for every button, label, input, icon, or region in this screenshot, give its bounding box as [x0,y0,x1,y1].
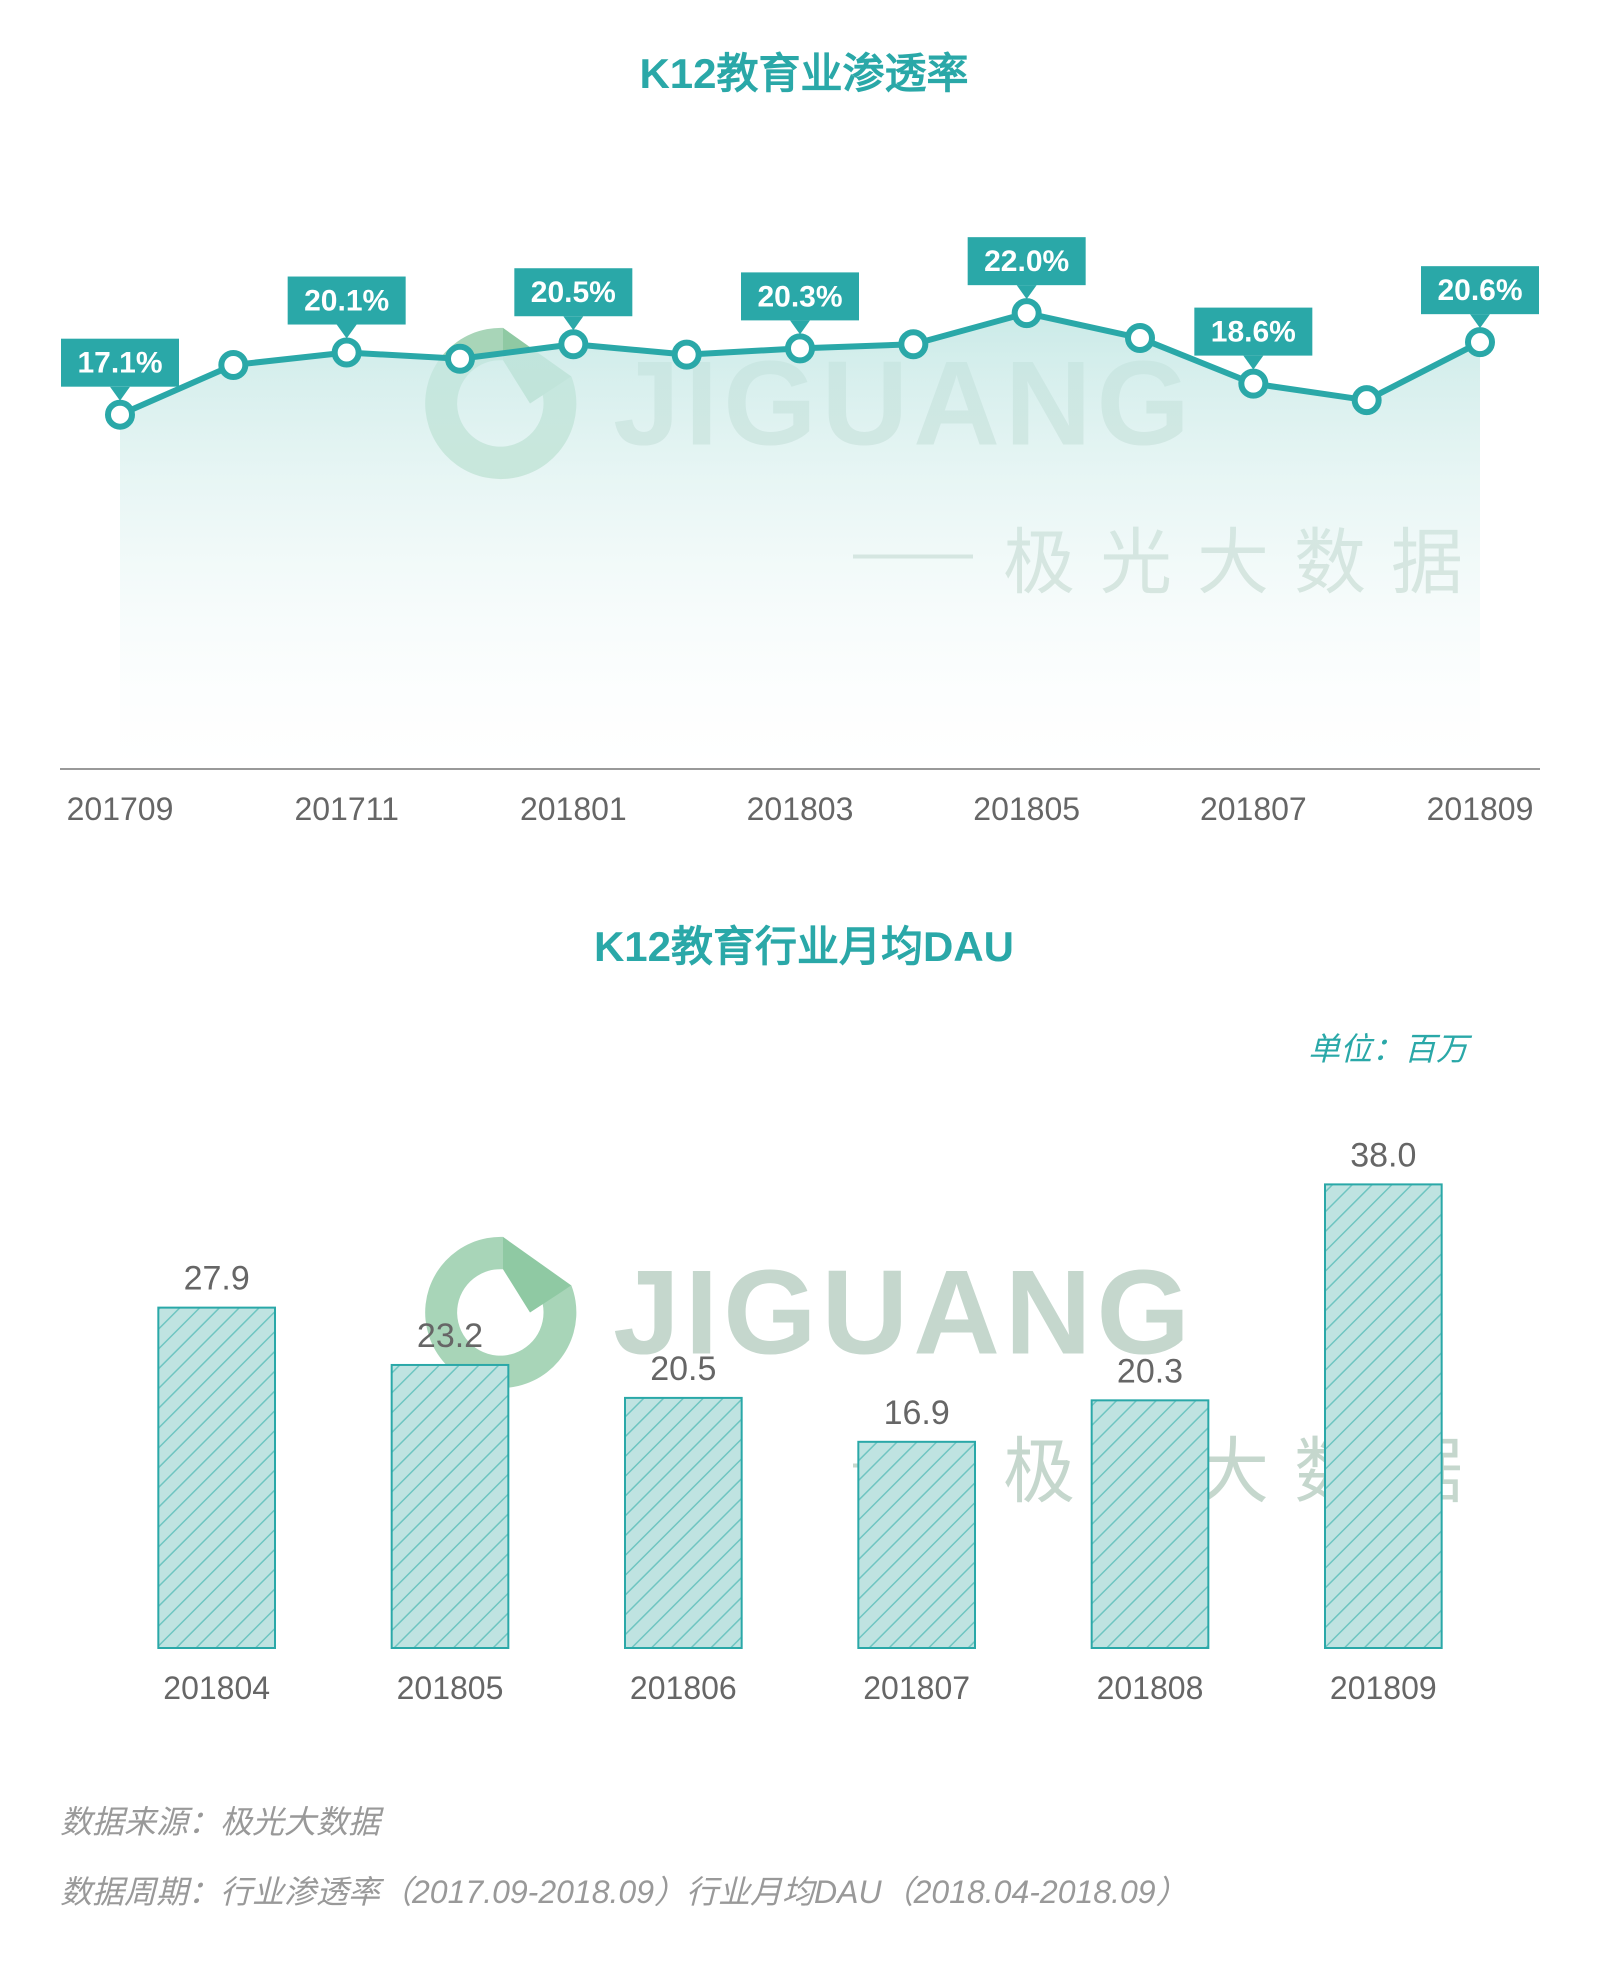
dau-unit: 单位：百万 [60,1024,1548,1070]
dau-x-labels: 201804201805201806201807201808201809 [60,1670,1540,1707]
svg-text:20.6%: 20.6% [1437,274,1522,307]
penetration-chart-block: K12教育业渗透率 JIGUANG 极光大数据 17.1%20.1%20.5%2… [60,40,1548,833]
x-tick-label: 201709 [67,791,174,828]
svg-text:20.1%: 20.1% [304,285,389,318]
x-tick-label: 201808 [1033,1670,1266,1707]
svg-text:17.1%: 17.1% [77,347,162,380]
penetration-line-chart: 17.1% 20.1% 20.5% 20.3% 22.0% 18.6% 20.6% [60,151,1540,771]
penetration-x-labels: 201709 201711 201801 201803 201805 201807 2018… [60,791,1548,833]
x-tick-label: 201805 [973,791,1080,828]
x-tick-label: 201711 [294,791,398,828]
svg-text:20.3%: 20.3% [757,280,842,313]
svg-text:20.5%: 20.5% [531,276,616,309]
x-tick-label: 201806 [567,1670,800,1707]
svg-text:18.6%: 18.6% [1211,316,1296,349]
x-tick-label: 201807 [800,1670,1033,1707]
x-tick-label: 201804 [100,1670,333,1707]
penetration-plot-area: JIGUANG 极光大数据 17.1%20.1%20.5%20.3%22.0%1… [60,151,1548,771]
source-note: 数据来源：极光大数据 [60,1787,1548,1857]
penetration-title: K12教育业渗透率 [60,40,1548,101]
footnotes: 数据来源：极光大数据 数据周期：行业渗透率（2017.09-2018.09）行业… [60,1787,1548,1928]
period-note: 数据周期：行业渗透率（2017.09-2018.09）行业月均DAU（2018.… [60,1857,1548,1927]
svg-text:20.3: 20.3 [1117,1352,1183,1390]
x-tick-label: 201807 [1200,791,1307,828]
svg-text:16.9: 16.9 [884,1394,950,1432]
svg-text:38.0: 38.0 [1350,1136,1416,1174]
dau-chart-block: K12教育行业月均DAU 单位：百万 JIGUANG 极光大数据 27.923.… [60,913,1548,1707]
x-tick-label: 201805 [333,1670,566,1707]
x-tick-label: 201809 [1427,791,1534,828]
svg-text:20.5: 20.5 [650,1350,716,1388]
svg-text:22.0%: 22.0% [984,245,1069,278]
x-tick-label: 201809 [1267,1670,1500,1707]
dau-bar-chart: 27.9 23.2 20.5 16.9 20.3 38.0 [60,1090,1540,1650]
svg-text:23.2: 23.2 [417,1317,483,1355]
dau-plot-area: JIGUANG 极光大数据 27.923.220.516.920.338.0 [60,1090,1548,1650]
svg-text:27.9: 27.9 [184,1260,250,1298]
x-tick-label: 201803 [747,791,854,828]
dau-title: K12教育行业月均DAU [60,913,1548,974]
x-tick-label: 201801 [520,791,627,828]
